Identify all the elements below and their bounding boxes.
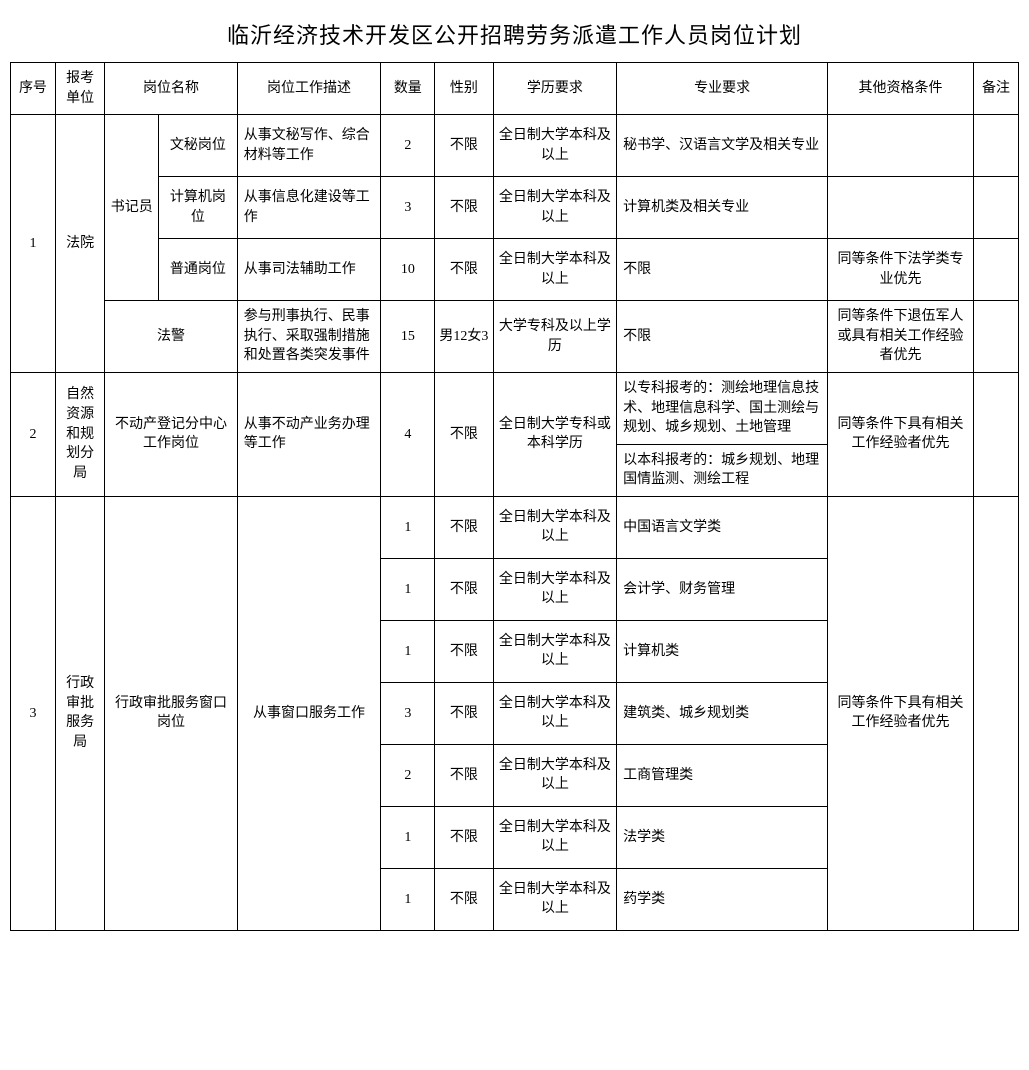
col-desc: 岗位工作描述 [237, 63, 381, 115]
cell-other [828, 115, 974, 177]
col-other: 其他资格条件 [828, 63, 974, 115]
cell-qty: 1 [381, 806, 435, 868]
cell-major: 法学类 [617, 806, 828, 868]
cell-qty: 2 [381, 744, 435, 806]
cell-sex: 不限 [435, 558, 493, 620]
cell-pos-group: 书记员 [105, 115, 159, 301]
table-row: 法警 参与刑事执行、民事执行、采取强制措施和处置各类突发事件 15 男12女3 … [11, 301, 1019, 373]
cell-other: 同等条件下退伍军人或具有相关工作经验者优先 [828, 301, 974, 373]
cell-qty: 1 [381, 620, 435, 682]
cell-sex: 不限 [435, 744, 493, 806]
cell-edu: 全日制大学本科及以上 [493, 177, 616, 239]
cell-major: 不限 [617, 301, 828, 373]
cell-other [828, 177, 974, 239]
cell-org: 自然资源和规划分局 [55, 372, 104, 496]
cell-major: 秘书学、汉语言文学及相关专业 [617, 115, 828, 177]
table-row: 普通岗位 从事司法辅助工作 10 不限 全日制大学本科及以上 不限 同等条件下法… [11, 239, 1019, 301]
cell-seq: 3 [11, 496, 56, 930]
cell-qty: 15 [381, 301, 435, 373]
cell-major: 建筑类、城乡规划类 [617, 682, 828, 744]
cell-sex: 不限 [435, 682, 493, 744]
cell-major: 计算机类 [617, 620, 828, 682]
page-title: 临沂经济技术开发区公开招聘劳务派遣工作人员岗位计划 [10, 18, 1019, 50]
cell-major: 中国语言文学类 [617, 496, 828, 558]
col-sex: 性别 [435, 63, 493, 115]
table-row: 3 行政审批服务局 行政审批服务窗口岗位 从事窗口服务工作 1 不限 全日制大学… [11, 496, 1019, 558]
cell-qty: 3 [381, 682, 435, 744]
cell-qty: 3 [381, 177, 435, 239]
cell-qty: 1 [381, 496, 435, 558]
cell-qty: 1 [381, 868, 435, 930]
cell-major: 以专科报考的：测绘地理信息技术、地理信息科学、国土测绘与规划、城乡规划、土地管理 [617, 372, 828, 444]
col-qty: 数量 [381, 63, 435, 115]
cell-seq: 1 [11, 115, 56, 373]
cell-desc: 从事司法辅助工作 [237, 239, 381, 301]
cell-qty: 2 [381, 115, 435, 177]
cell-org: 法院 [55, 115, 104, 373]
cell-edu: 全日制大学本科及以上 [493, 239, 616, 301]
cell-sex: 不限 [435, 806, 493, 868]
cell-sex: 不限 [435, 868, 493, 930]
col-org: 报考单位 [55, 63, 104, 115]
cell-sex: 不限 [435, 177, 493, 239]
cell-edu: 全日制大学本科及以上 [493, 115, 616, 177]
cell-major: 以本科报考的：城乡规划、地理国情监测、测绘工程 [617, 444, 828, 496]
cell-pos: 法警 [105, 301, 237, 373]
cell-sex: 不限 [435, 115, 493, 177]
cell-qty: 4 [381, 372, 435, 496]
cell-note [974, 177, 1019, 239]
cell-pos: 文秘岗位 [159, 115, 238, 177]
cell-edu: 全日制大学专科或本科学历 [493, 372, 616, 496]
col-position: 岗位名称 [105, 63, 237, 115]
cell-note [974, 372, 1019, 496]
col-edu: 学历要求 [493, 63, 616, 115]
cell-major: 不限 [617, 239, 828, 301]
cell-desc: 从事信息化建设等工作 [237, 177, 381, 239]
table-row: 计算机岗位 从事信息化建设等工作 3 不限 全日制大学本科及以上 计算机类及相关… [11, 177, 1019, 239]
col-seq: 序号 [11, 63, 56, 115]
cell-sex: 不限 [435, 620, 493, 682]
table-header-row: 序号 报考单位 岗位名称 岗位工作描述 数量 性别 学历要求 专业要求 其他资格… [11, 63, 1019, 115]
cell-edu: 全日制大学本科及以上 [493, 868, 616, 930]
cell-desc: 从事不动产业务办理等工作 [237, 372, 381, 496]
cell-other: 同等条件下具有相关工作经验者优先 [828, 496, 974, 930]
recruitment-table: 序号 报考单位 岗位名称 岗位工作描述 数量 性别 学历要求 专业要求 其他资格… [10, 62, 1019, 931]
cell-major: 计算机类及相关专业 [617, 177, 828, 239]
cell-sex: 不限 [435, 239, 493, 301]
cell-seq: 2 [11, 372, 56, 496]
cell-major: 药学类 [617, 868, 828, 930]
cell-desc: 从事文秘写作、综合材料等工作 [237, 115, 381, 177]
table-row: 2 自然资源和规划分局 不动产登记分中心工作岗位 从事不动产业务办理等工作 4 … [11, 372, 1019, 444]
cell-edu: 全日制大学本科及以上 [493, 558, 616, 620]
cell-other: 同等条件下具有相关工作经验者优先 [828, 372, 974, 496]
cell-note [974, 115, 1019, 177]
cell-sex: 不限 [435, 372, 493, 496]
cell-other: 同等条件下法学类专业优先 [828, 239, 974, 301]
col-note: 备注 [974, 63, 1019, 115]
cell-note [974, 496, 1019, 930]
cell-pos: 不动产登记分中心工作岗位 [105, 372, 237, 496]
cell-desc: 从事窗口服务工作 [237, 496, 381, 930]
table-row: 1 法院 书记员 文秘岗位 从事文秘写作、综合材料等工作 2 不限 全日制大学本… [11, 115, 1019, 177]
cell-edu: 全日制大学本科及以上 [493, 682, 616, 744]
cell-major: 会计学、财务管理 [617, 558, 828, 620]
cell-major: 工商管理类 [617, 744, 828, 806]
cell-edu: 全日制大学本科及以上 [493, 496, 616, 558]
cell-edu: 全日制大学本科及以上 [493, 620, 616, 682]
cell-edu: 全日制大学本科及以上 [493, 744, 616, 806]
cell-desc: 参与刑事执行、民事执行、采取强制措施和处置各类突发事件 [237, 301, 381, 373]
cell-sex: 男12女3 [435, 301, 493, 373]
cell-org: 行政审批服务局 [55, 496, 104, 930]
cell-pos: 计算机岗位 [159, 177, 238, 239]
cell-note [974, 239, 1019, 301]
cell-pos: 普通岗位 [159, 239, 238, 301]
cell-pos: 行政审批服务窗口岗位 [105, 496, 237, 930]
cell-qty: 10 [381, 239, 435, 301]
cell-sex: 不限 [435, 496, 493, 558]
cell-note [974, 301, 1019, 373]
cell-qty: 1 [381, 558, 435, 620]
cell-edu: 大学专科及以上学历 [493, 301, 616, 373]
col-major: 专业要求 [617, 63, 828, 115]
cell-edu: 全日制大学本科及以上 [493, 806, 616, 868]
